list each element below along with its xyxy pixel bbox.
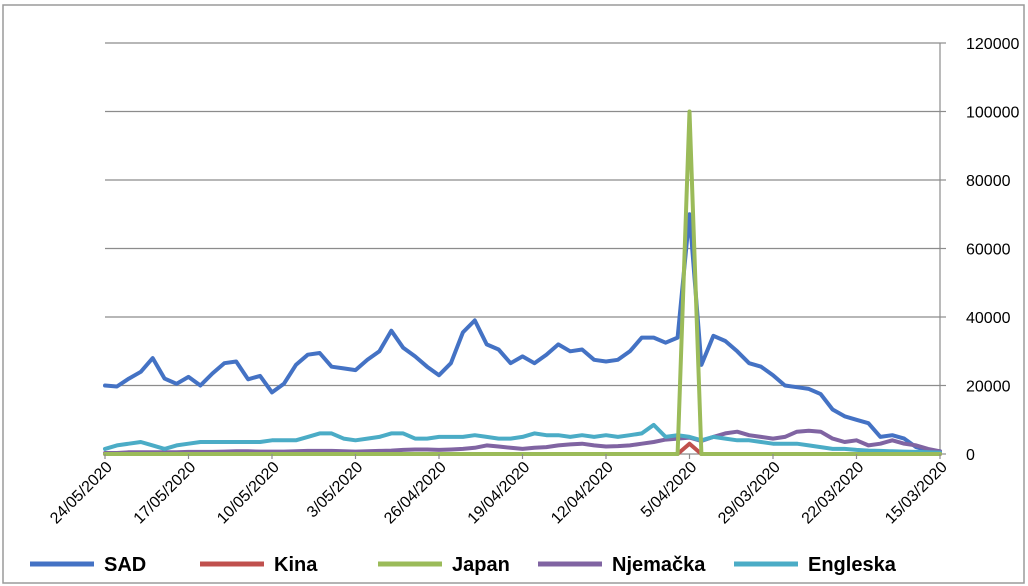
y-tick-label: 20000 bbox=[966, 379, 1011, 396]
y-axis-tick-labels: 0 20000 40000 60000 80000 100000 120000 bbox=[966, 36, 1019, 464]
legend-label: SAD bbox=[104, 554, 146, 576]
legend-label: Engleska bbox=[808, 554, 897, 576]
y-tick-label: 80000 bbox=[966, 173, 1011, 190]
y-tick-label: 60000 bbox=[966, 242, 1011, 259]
legend: SAD Kina Japan Njemačka Engleska bbox=[30, 554, 897, 576]
legend-label: Japan bbox=[452, 554, 510, 576]
grid-lines bbox=[105, 42, 946, 455]
legend-label: Kina bbox=[274, 554, 318, 576]
y-tick-label: 0 bbox=[966, 447, 975, 464]
series-line-njemaka bbox=[103, 428, 942, 455]
chart-frame bbox=[2, 4, 1025, 584]
series-line-engleska bbox=[103, 422, 942, 455]
series-line-sad bbox=[103, 212, 942, 454]
y-tick-label: 40000 bbox=[966, 310, 1011, 327]
legend-label: Njemačka bbox=[612, 554, 706, 576]
y-tick-label: 120000 bbox=[966, 36, 1019, 53]
y-tick-label: 100000 bbox=[966, 105, 1019, 122]
